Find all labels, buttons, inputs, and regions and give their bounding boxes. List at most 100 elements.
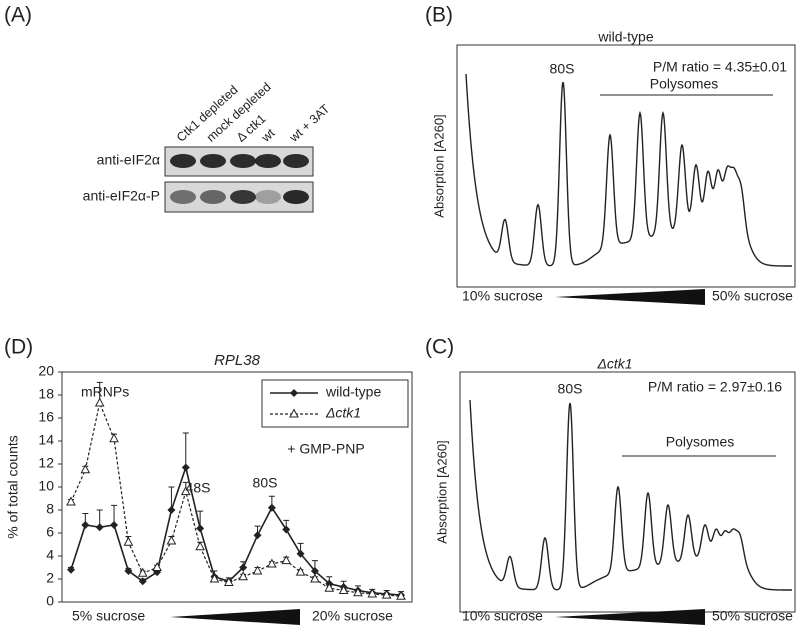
marker [290,389,298,397]
gradient-label: 10% sucrose [462,288,543,304]
absorbance-trace [465,73,792,267]
frame [456,44,796,288]
marker [209,573,220,583]
marker [94,397,105,407]
y-tick-label: 2 [46,570,54,586]
gradient-wedge [555,609,705,625]
y-tick-label: 16 [38,409,54,425]
gradient-label: 50% sucrose [712,288,793,304]
peak-label: 80S [558,381,583,397]
marker [110,520,119,529]
y-tick-label: 18 [38,386,54,402]
absorbance-trace [469,399,792,591]
marker [80,464,91,474]
marker [138,577,147,586]
gradient-wedge [555,289,705,305]
marker [152,561,162,571]
polysomes: Polysomes [650,76,718,92]
y-tick-label: 0 [46,593,54,609]
marker [289,408,299,418]
row-label: anti-eIF2α [97,152,160,168]
legend-box [261,379,409,428]
band [255,154,281,168]
gradient-label: 50% sucrose [712,608,793,624]
band [200,154,226,168]
gradient-label: 20% sucrose [312,608,393,624]
marker [123,536,134,546]
y-tick-label: 4 [46,547,54,563]
marker [181,463,190,472]
marker [124,566,133,575]
gradient-label: 5% sucrose [72,608,145,624]
row-label: anti-eIF2α-P [83,188,160,204]
gradient-label: 10% sucrose [462,608,543,624]
annotation: 48S [186,480,211,496]
marker [310,566,319,575]
y-axis-label: Absorption [A260] [434,440,449,543]
y-tick-label: 12 [38,455,54,471]
marker [180,486,191,496]
band [170,190,196,204]
marker [167,506,176,514]
marker [295,566,306,576]
band [283,154,309,168]
marker [137,567,148,577]
marker [381,589,392,599]
marker [252,565,263,575]
band [230,154,256,168]
marker [95,523,104,532]
gradient-wedge [170,609,300,625]
panel-label: (D) [4,336,33,359]
polysomes: Polysomes [666,434,734,450]
y-tick-label: 6 [46,524,54,540]
marker [196,524,205,533]
marker [296,549,305,558]
y-axis-label: % of total counts [5,435,21,539]
marker [109,433,119,443]
band [170,154,196,168]
panel-label: (A) [4,4,32,27]
lane-label: wt + 3AT [286,101,333,145]
ratio: P/M ratio = 2.97±0.16 [648,379,782,395]
marker [253,531,262,540]
marker [195,541,205,551]
band [230,190,256,204]
panel-title: Δctk1 [596,356,632,372]
annotation: 80S [253,475,278,491]
band [283,190,309,204]
marker [81,520,90,529]
marker [238,571,249,581]
annotation: + GMP-PNP [287,441,364,457]
peak-label: 80S [550,61,575,77]
y-axis-label: Absorption [A260] [431,114,446,217]
marker [367,588,378,598]
frame [459,371,796,613]
error-bar [182,432,189,468]
marker [338,584,349,594]
marker [324,582,335,592]
y-tick-label: 10 [38,478,54,494]
panel-label: (C) [425,336,454,359]
marker [353,587,363,597]
marker [310,573,320,583]
marker [267,558,277,568]
marker [281,555,292,565]
panel-title: wild-type [597,29,653,45]
legend-label: Δctk1 [325,405,361,421]
marker [282,525,291,534]
y-tick-label: 8 [46,501,54,517]
panel-label: (B) [425,4,453,27]
marker [166,535,177,545]
marker [66,496,76,506]
marker [239,563,248,572]
marker [267,503,276,512]
y-tick-label: 14 [38,432,54,448]
annotation: mRNPs [81,384,129,400]
marker [67,565,75,574]
series-line [70,401,402,597]
ratio: P/M ratio = 4.35±0.01 [653,59,787,75]
marker [396,590,406,600]
marker [223,576,234,586]
y-tick-label: 20 [38,363,54,379]
